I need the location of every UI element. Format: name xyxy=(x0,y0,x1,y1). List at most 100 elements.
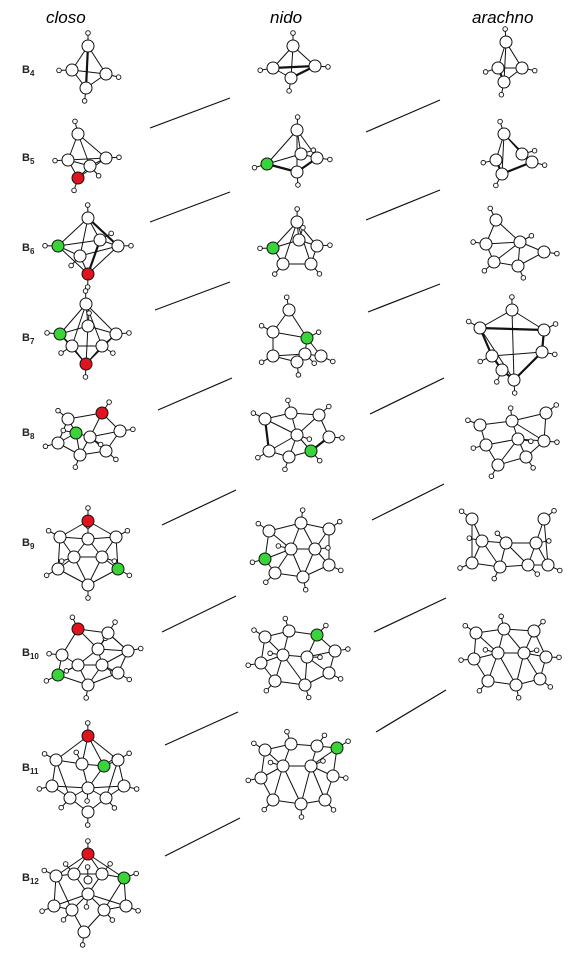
boron-atom xyxy=(296,570,310,584)
hydrogen-atom xyxy=(258,323,265,329)
hydrogen-atom xyxy=(520,275,527,281)
boron-atom xyxy=(97,759,111,773)
hydrogen-atom xyxy=(43,572,50,579)
hydrogen-atom xyxy=(554,439,560,445)
connector-line xyxy=(157,377,233,411)
hydrogen-atom xyxy=(534,571,541,577)
hydrogen-atom xyxy=(502,26,508,32)
hydrogen-atom xyxy=(72,464,79,470)
boron-atom xyxy=(83,875,93,885)
boron-atom xyxy=(495,167,509,181)
closo-b4 xyxy=(56,30,122,104)
hydrogen-atom xyxy=(84,822,91,828)
boron-atom xyxy=(95,550,109,564)
boron-atom xyxy=(308,542,322,556)
hydrogen-atom xyxy=(45,528,52,534)
boron-atom xyxy=(467,652,481,666)
boron-atom xyxy=(81,847,95,861)
boron-atom xyxy=(121,644,135,658)
boron-atom xyxy=(97,903,111,917)
boron-atom xyxy=(75,757,89,771)
hydrogen-atom xyxy=(36,786,43,792)
row-label-b6: B6 xyxy=(22,242,35,257)
boron-atom xyxy=(45,779,59,793)
hydrogen-atom xyxy=(255,454,261,461)
boron-atom xyxy=(286,39,300,53)
boron-atom xyxy=(294,147,308,161)
hydrogen-atom xyxy=(126,330,132,336)
arachno-b8 xyxy=(465,402,560,479)
hydrogen-atom xyxy=(458,657,464,663)
nido-b7 xyxy=(258,294,336,378)
connector-line xyxy=(164,711,239,746)
hydrogen-atom xyxy=(336,518,343,525)
hydrogen-atom xyxy=(465,318,472,325)
boron-atom xyxy=(81,578,95,592)
boron-atom xyxy=(284,737,298,751)
hydrogen-atom xyxy=(250,410,257,416)
bond xyxy=(87,853,125,879)
hydrogen-atom xyxy=(267,650,273,657)
hydrogen-atom xyxy=(325,545,331,551)
bond xyxy=(84,45,90,89)
boron-atom xyxy=(266,61,280,75)
boron-atom xyxy=(79,357,93,371)
boron-atom xyxy=(284,542,298,556)
boron-atom xyxy=(55,648,69,662)
hydrogen-atom xyxy=(557,567,563,574)
bond xyxy=(266,129,298,165)
hydrogen-atom xyxy=(528,438,534,445)
boron-atom xyxy=(491,646,505,660)
boron-atom xyxy=(290,165,304,179)
connector-line xyxy=(149,191,231,223)
boron-atom xyxy=(507,373,521,387)
boron-atom xyxy=(290,123,304,137)
boron-atom xyxy=(99,444,113,458)
hydrogen-atom xyxy=(82,288,89,294)
row-label-b7: B7 xyxy=(22,332,35,347)
closo-b5 xyxy=(52,118,122,194)
boron-atom xyxy=(312,408,326,422)
bond xyxy=(57,239,101,247)
boron-atom xyxy=(101,626,115,640)
hydrogen-atom xyxy=(302,586,309,593)
boron-atom xyxy=(71,171,85,185)
hydrogen-atom xyxy=(466,535,473,541)
boron-atom xyxy=(499,536,513,550)
hydrogen-atom xyxy=(282,615,289,622)
row-label-b5: B5 xyxy=(22,152,35,167)
hydrogen-atom xyxy=(42,242,48,249)
hydrogen-atom xyxy=(343,775,349,781)
hydrogen-atom xyxy=(258,359,265,365)
boron-atom xyxy=(294,516,308,530)
hydrogen-atom xyxy=(488,473,495,479)
hydrogen-atom xyxy=(128,242,134,249)
boron-atom xyxy=(322,666,336,680)
boron-atom xyxy=(469,626,483,640)
connector-line xyxy=(164,817,241,857)
hydrogen-atom xyxy=(339,435,345,441)
hydrogen-atom xyxy=(106,399,112,405)
hydrogen-atom xyxy=(337,676,344,682)
boron-atom xyxy=(67,550,81,564)
boron-atom xyxy=(111,666,125,680)
boron-atom xyxy=(258,743,272,757)
boron-atom xyxy=(111,753,125,767)
boron-atom xyxy=(282,303,296,317)
boron-atom xyxy=(81,729,95,743)
boron-atom xyxy=(511,432,525,446)
boron-atom xyxy=(99,791,113,805)
hydrogen-atom xyxy=(69,614,76,621)
hydrogen-atom xyxy=(72,118,78,125)
boron-atom xyxy=(300,650,314,664)
boron-atom xyxy=(81,678,95,692)
hydrogen-atom xyxy=(79,942,86,948)
boron-atom xyxy=(489,213,503,227)
hydrogen-atom xyxy=(111,558,118,564)
hydrogen-atom xyxy=(547,684,554,690)
boron-atom xyxy=(539,650,553,664)
boron-atom xyxy=(260,157,274,171)
hydrogen-atom xyxy=(124,528,131,534)
hydrogen-atom xyxy=(251,627,257,633)
connector-line xyxy=(365,189,441,221)
